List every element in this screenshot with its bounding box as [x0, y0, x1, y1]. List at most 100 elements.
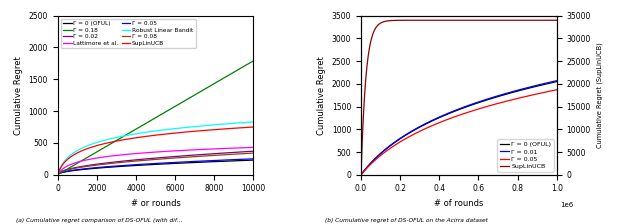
SupLinUCB: [553, 19, 561, 22]
Γ = 0.18: [250, 60, 257, 62]
Line: SupLinUCB: SupLinUCB: [361, 20, 557, 175]
Γ = 0.18: [54, 173, 61, 176]
Γ = 0.08: [148, 158, 156, 161]
SupLinUCB: [245, 126, 253, 129]
Line: Γ = 0.01: Γ = 0.01: [361, 81, 557, 175]
Lattimore et al.: [147, 151, 154, 154]
Line: SupLinUCB: SupLinUCB: [58, 127, 253, 175]
Γ = 0.08: [245, 152, 253, 155]
Legend: Γ = 0 (OFUL), Γ = 0.18, Γ = 0.02, Lattimore et al., Γ = 0.05, Robust Linear Band: Γ = 0 (OFUL), Γ = 0.18, Γ = 0.02, Lattim…: [61, 19, 196, 48]
SupLinUCB: [444, 19, 451, 22]
Γ = 0.02: [250, 150, 257, 153]
Lattimore et al.: [160, 150, 168, 153]
Γ = 0.05: [357, 173, 365, 176]
Γ = 0.18: [170, 106, 178, 108]
Γ = 0.05: [553, 88, 561, 91]
SupLinUCB: [170, 132, 178, 134]
Γ = 0.01: [510, 90, 518, 93]
Γ = 0.05: [250, 157, 257, 160]
Line: Γ = 0.05: Γ = 0.05: [361, 90, 557, 175]
Γ = 0 (OFUL): [492, 96, 499, 99]
Text: (a) Cumulative regret comparison of DS-OFUL (with dif...: (a) Cumulative regret comparison of DS-O…: [16, 218, 182, 223]
Robust Linear Bandit: [250, 121, 257, 123]
Γ = 0.02: [160, 156, 168, 159]
SupLinUCB: [250, 126, 257, 128]
Line: Γ = 0.18: Γ = 0.18: [58, 61, 253, 175]
Γ = 0.05: [510, 98, 518, 101]
Γ = 0.02: [214, 152, 222, 155]
Γ = 0.02: [147, 157, 154, 160]
Γ = 0 (OFUL): [444, 113, 451, 116]
Robust Linear Bandit: [148, 130, 156, 133]
Γ = 0.01: [492, 95, 499, 98]
Γ = 0 (OFUL): [510, 91, 518, 93]
Γ = 0.01: [444, 112, 451, 115]
Line: Γ = 0 (OFUL): Γ = 0 (OFUL): [58, 160, 253, 174]
Lattimore et al.: [170, 150, 178, 152]
X-axis label: # of rounds: # of rounds: [434, 199, 484, 208]
Γ = 0.08: [160, 157, 168, 160]
Γ = 0.18: [160, 112, 168, 114]
Γ = 0 (OFUL): [513, 90, 521, 93]
Line: Γ = 0.02: Γ = 0.02: [58, 151, 253, 174]
Line: Γ = 0 (OFUL): Γ = 0 (OFUL): [361, 82, 557, 175]
Γ = 0.02: [54, 173, 61, 176]
Robust Linear Bandit: [54, 173, 61, 176]
Γ = 0 (OFUL): [245, 159, 253, 162]
Robust Linear Bandit: [170, 127, 178, 130]
Γ = 0 (OFUL): [250, 159, 257, 162]
Γ = 0.05: [214, 159, 222, 162]
Γ = 0.02: [170, 155, 178, 158]
Γ = 0.05: [245, 158, 253, 160]
Robust Linear Bandit: [214, 123, 222, 126]
Robust Linear Bandit: [245, 121, 253, 124]
Γ = 0 (OFUL): [147, 163, 154, 166]
Y-axis label: Cumulative Regret: Cumulative Regret: [317, 56, 326, 135]
SupLinUCB: [214, 128, 222, 131]
Γ = 0.05: [444, 118, 451, 121]
Γ = 0 (OFUL): [436, 116, 444, 118]
Γ = 0.01: [436, 115, 444, 118]
Robust Linear Bandit: [147, 130, 154, 133]
Γ = 0.05: [436, 121, 444, 124]
Γ = 0.01: [553, 79, 561, 82]
Lattimore et al.: [250, 146, 257, 149]
Γ = 0.18: [147, 119, 154, 122]
SupLinUCB: [492, 19, 499, 22]
SupLinUCB: [436, 19, 444, 22]
Γ = 0 (OFUL): [170, 162, 178, 165]
Γ = 0.05: [170, 161, 178, 164]
Γ = 0 (OFUL): [377, 152, 385, 155]
Lattimore et al.: [54, 173, 61, 176]
Γ = 0 (OFUL): [160, 163, 168, 165]
Line: Robust Linear Bandit: Robust Linear Bandit: [58, 122, 253, 175]
Γ = 0.08: [170, 157, 178, 159]
Line: Γ = 0.08: Γ = 0.08: [58, 153, 253, 174]
Γ = 0 (OFUL): [214, 160, 222, 163]
X-axis label: # or rounds: # or rounds: [131, 199, 180, 208]
Lattimore et al.: [214, 147, 222, 150]
SupLinUCB: [540, 19, 548, 22]
Γ = 0.05: [377, 154, 385, 157]
Lattimore et al.: [148, 151, 156, 154]
Text: 1e6: 1e6: [561, 202, 574, 208]
Γ = 0.05: [513, 97, 521, 100]
Γ = 0.08: [54, 173, 61, 176]
Γ = 0.05: [160, 162, 168, 164]
SupLinUCB: [148, 134, 156, 137]
Legend: Γ = 0 (OFUL), Γ = 0.01, Γ = 0.05, SupLinUCB: Γ = 0 (OFUL), Γ = 0.01, Γ = 0.05, SupLin…: [497, 140, 554, 172]
SupLinUCB: [377, 22, 385, 24]
Γ = 0 (OFUL): [54, 173, 61, 176]
Γ = 0.08: [214, 154, 222, 157]
Y-axis label: Cumulative Regret (SupLinUCB): Cumulative Regret (SupLinUCB): [596, 42, 603, 148]
Γ = 0.01: [513, 89, 521, 92]
Γ = 0.18: [245, 62, 253, 65]
Γ = 0 (OFUL): [553, 80, 561, 83]
SupLinUCB: [147, 134, 154, 137]
Γ = 0.05: [54, 173, 61, 176]
Γ = 0.01: [357, 173, 365, 176]
Γ = 0.05: [492, 103, 499, 106]
Γ = 0.18: [214, 80, 222, 83]
Γ = 0.02: [148, 157, 156, 160]
Line: Γ = 0.05: Γ = 0.05: [58, 159, 253, 174]
